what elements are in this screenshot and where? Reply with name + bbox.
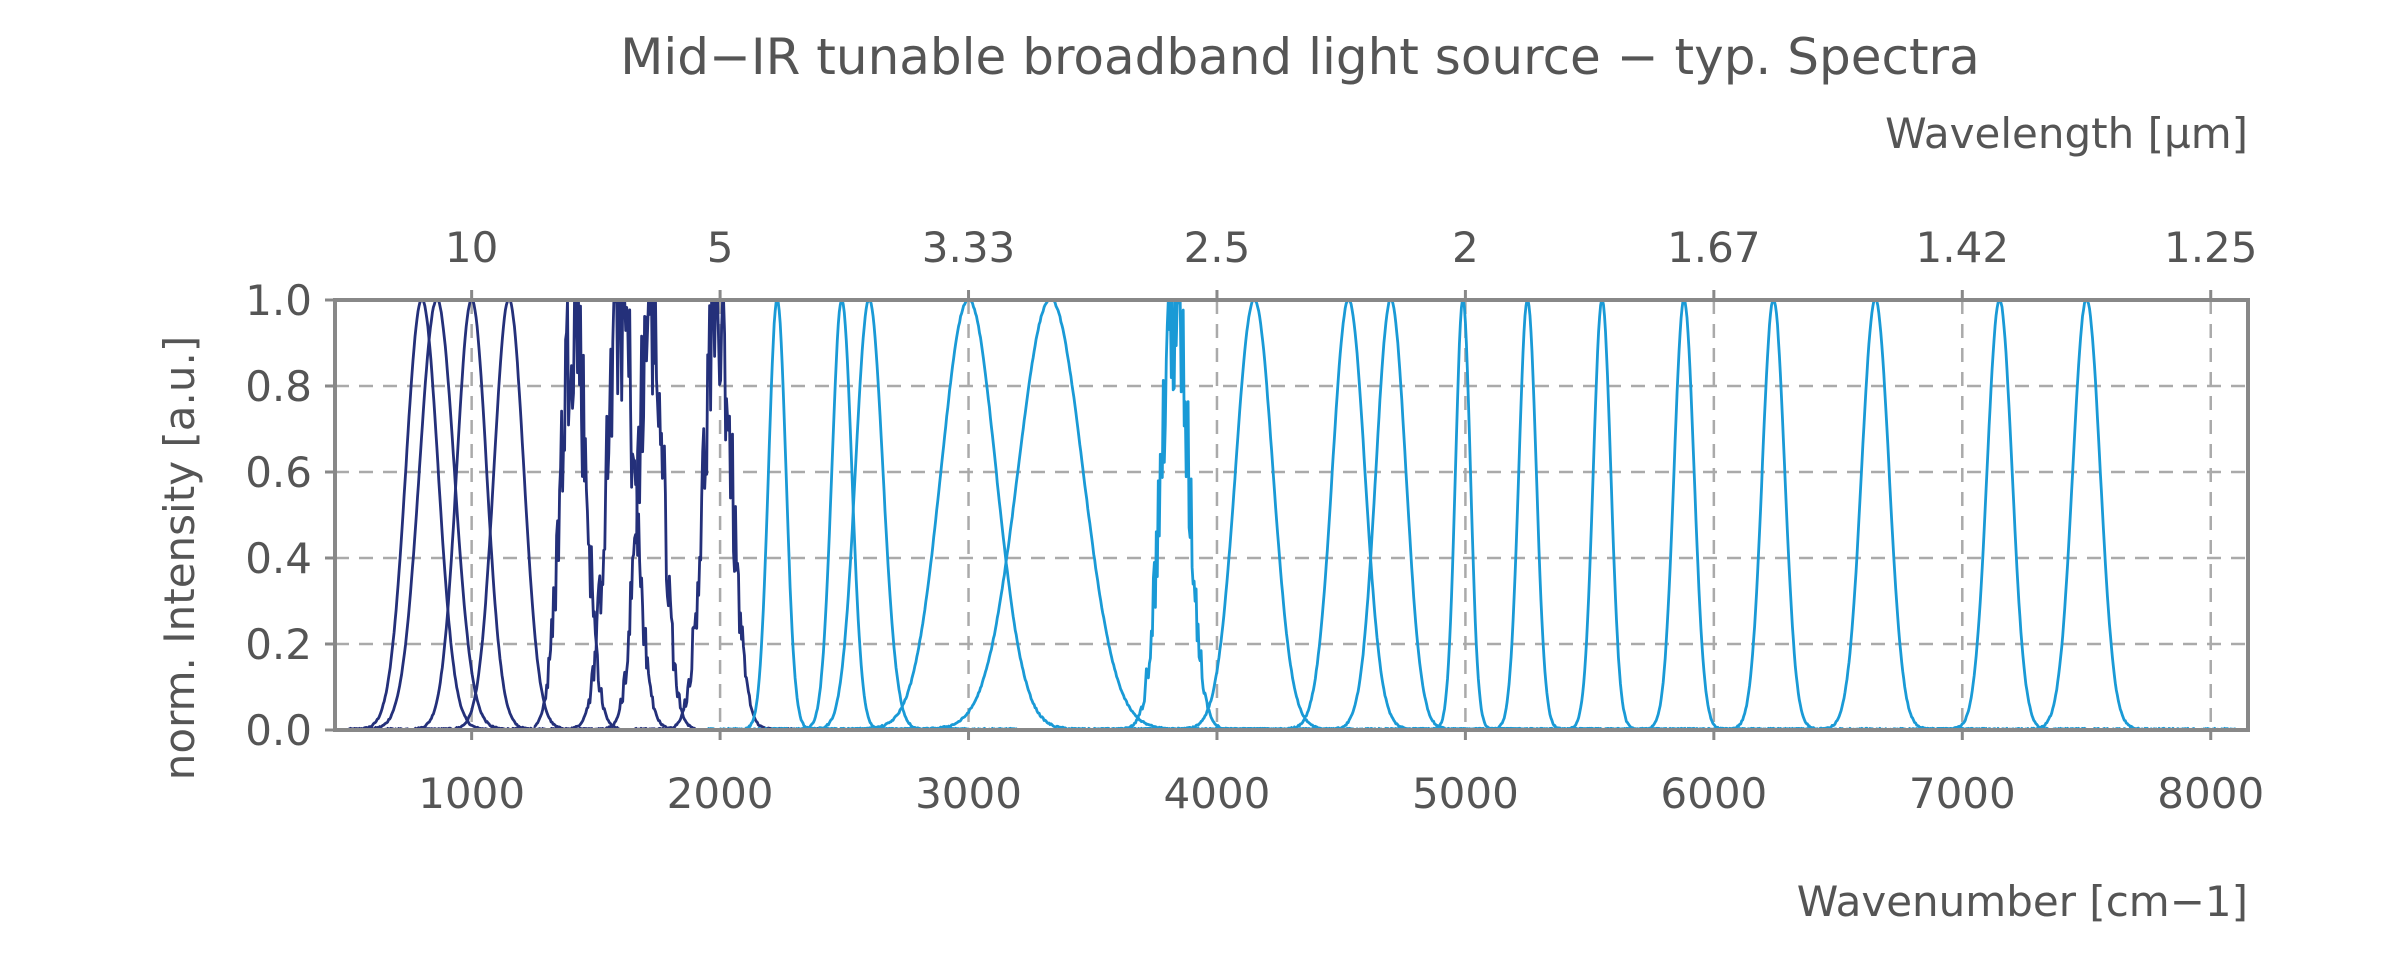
axis-ticks: 1000 2000 3000 4000 5000 6000 7000 8000 10 5 3.33 2… xyxy=(245,223,2264,818)
y-tick-label: 0.6 xyxy=(245,448,312,497)
x-tick-label: 2000 xyxy=(667,769,774,818)
spectrum-series-line xyxy=(1738,298,1988,732)
spectrum-series-line xyxy=(1936,298,2236,732)
spectrum-series-line xyxy=(1216,298,1566,732)
y-tick-label: 0.2 xyxy=(245,620,312,669)
spectrum-series-line xyxy=(1564,298,1814,732)
y-tick-label: 0.0 xyxy=(245,706,312,755)
x2-tick-label: 1.67 xyxy=(1667,223,1761,272)
spectrum-series-line xyxy=(595,298,697,731)
spectrum-series-line xyxy=(1091,298,1268,732)
spectrum-series-line xyxy=(1489,298,1740,732)
spectrum-series-line xyxy=(533,298,621,731)
x-tick-label: 4000 xyxy=(1164,769,1271,818)
wavenumber-axis-label: Wavenumber [cm−1] xyxy=(1797,877,2248,926)
x2-tick-label: 2.5 xyxy=(1184,223,1251,272)
y-tick-label: 0.8 xyxy=(245,362,312,411)
spectrum-series-line xyxy=(631,298,833,732)
wavelength-axis-label: Wavelength [µm] xyxy=(1885,109,2248,158)
x-tick-label: 6000 xyxy=(1660,769,1767,818)
x2-tick-label: 1.25 xyxy=(2164,223,2258,272)
x2-tick-label: 10 xyxy=(445,223,498,272)
spectrum-series-line xyxy=(1638,298,1889,732)
y-tick-label: 0.4 xyxy=(245,534,312,583)
x-tick-label: 1000 xyxy=(418,769,525,818)
x2-tick-label: 2 xyxy=(1452,223,1479,272)
spectrum-series-line xyxy=(1414,298,1690,732)
spectrum-series-line xyxy=(818,298,1194,732)
spectrum-series-line xyxy=(744,298,957,732)
spectra-series xyxy=(346,298,2236,732)
x-tick-label: 3000 xyxy=(915,769,1022,818)
y-tick-label: 1.0 xyxy=(245,276,312,325)
spectrum-series-line xyxy=(1887,298,2138,732)
x2-tick-label: 1.42 xyxy=(1916,223,2010,272)
x2-tick-label: 5 xyxy=(707,223,734,272)
spectrum-series-line xyxy=(768,298,1020,732)
spectrum-series-line xyxy=(358,298,535,732)
intensity-axis-label: norm. Intensity [a.u.] xyxy=(155,336,204,780)
chart-title: Mid−IR tunable broadband light source − … xyxy=(620,28,1980,86)
plot-frame xyxy=(333,298,2250,732)
spectrum-series-line xyxy=(843,298,1343,732)
x-tick-label: 5000 xyxy=(1412,769,1519,818)
spectrum-series-line xyxy=(1092,298,1442,732)
x2-tick-label: 3.33 xyxy=(922,223,1016,272)
x-tick-label: 8000 xyxy=(2157,769,2264,818)
x-tick-label: 7000 xyxy=(1909,769,2016,818)
